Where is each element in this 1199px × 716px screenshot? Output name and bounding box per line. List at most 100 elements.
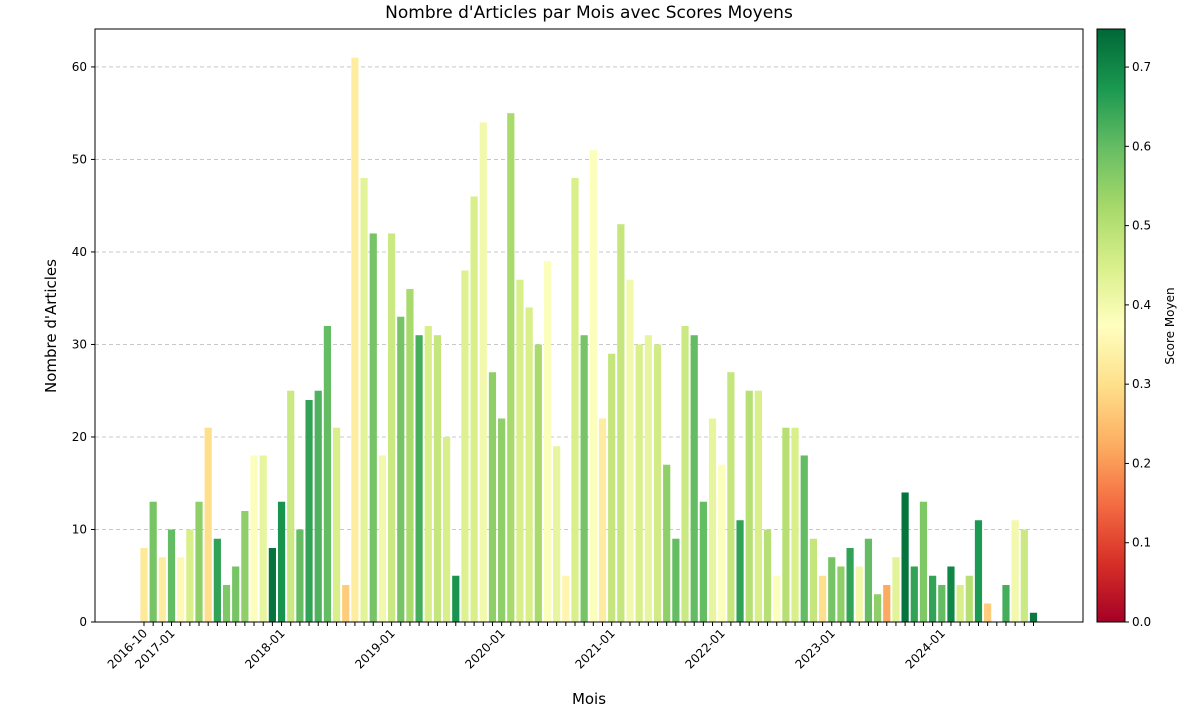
bar [919, 501, 928, 622]
bar [314, 390, 322, 622]
bar [543, 261, 552, 622]
bar [332, 427, 341, 622]
bar [250, 455, 258, 622]
bar [947, 566, 955, 622]
y-tick-label: 10 [72, 522, 87, 536]
bar [681, 325, 689, 622]
bar [690, 335, 698, 622]
colorbar-tick-label: 0.7 [1132, 60, 1151, 74]
bar [342, 584, 350, 622]
bar [305, 399, 313, 622]
x-tick-label: 2019-01 [352, 626, 397, 671]
bar [452, 575, 460, 622]
x-axis-label: Mois [572, 690, 606, 708]
bar [351, 57, 359, 622]
bar [397, 316, 405, 622]
bar [323, 325, 331, 622]
colorbar-tick-label: 0.6 [1132, 139, 1151, 153]
bar [754, 390, 762, 622]
bar [387, 233, 396, 622]
y-tick-label: 50 [72, 152, 87, 166]
bar [644, 335, 652, 622]
x-tick-label: 2018-01 [242, 626, 287, 671]
bar [727, 372, 735, 622]
bar [562, 575, 570, 622]
bar [167, 529, 176, 622]
bar [415, 335, 423, 622]
bar [516, 279, 524, 622]
bar [277, 501, 286, 622]
colorbar-tick-label: 0.5 [1132, 219, 1151, 233]
colorbar-tick-label: 0.4 [1132, 298, 1151, 312]
bar [672, 538, 680, 622]
bar [828, 557, 836, 622]
bar [186, 529, 194, 622]
bar [571, 177, 579, 622]
bar [791, 427, 799, 622]
bar [461, 270, 469, 622]
bar [443, 436, 451, 622]
bar [589, 150, 597, 623]
bar [901, 492, 909, 622]
y-tick-label: 20 [72, 430, 87, 444]
x-tick-label: 2024-01 [903, 626, 948, 671]
x-tick-label: 2020-01 [462, 626, 507, 671]
bar [268, 547, 276, 622]
y-tick-label: 40 [72, 245, 87, 259]
bar [498, 418, 506, 622]
x-tick-label: 2023-01 [793, 626, 838, 671]
bar [910, 566, 918, 622]
bar [525, 307, 533, 622]
bar [708, 418, 717, 622]
x-tick-label: 2022-01 [682, 626, 727, 671]
bar [149, 501, 157, 622]
bar [195, 501, 203, 622]
bar [433, 335, 442, 622]
bar [929, 575, 937, 622]
bar [818, 575, 827, 622]
bar [864, 538, 873, 622]
bar [883, 584, 891, 622]
bar [406, 288, 414, 622]
bar [736, 520, 744, 622]
bar [553, 446, 561, 622]
bar [259, 455, 267, 622]
colorbar-tick-label: 0.2 [1132, 456, 1151, 470]
bar [1002, 584, 1010, 622]
bar [837, 566, 845, 622]
bar [470, 196, 478, 623]
bar [782, 427, 790, 622]
colorbar [1096, 28, 1126, 623]
bar [745, 390, 753, 622]
y-tick-label: 0 [79, 615, 87, 629]
x-tick-label: 2021-01 [572, 626, 617, 671]
bar [874, 594, 882, 622]
bar [626, 279, 634, 622]
chart-title: Nombre d'Articles par Mois avec Scores M… [385, 3, 793, 23]
bar [140, 547, 148, 622]
bar [1011, 520, 1019, 622]
bar [378, 455, 387, 622]
bar [177, 557, 185, 622]
bar [965, 575, 973, 622]
bar [663, 464, 671, 622]
bar [580, 335, 588, 622]
bar [956, 584, 964, 622]
bar [699, 501, 707, 622]
bar [763, 529, 772, 622]
bar [488, 372, 497, 622]
colorbar-tick-label: 0.0 [1132, 615, 1151, 629]
bar [534, 344, 542, 622]
bar [984, 603, 992, 622]
bar [635, 344, 643, 622]
bar [287, 390, 295, 622]
y-tick-label: 30 [72, 337, 87, 351]
bar [158, 557, 166, 622]
bar [846, 547, 854, 622]
colorbar-tick-label: 0.1 [1132, 536, 1151, 550]
colorbar-tick-label: 0.3 [1132, 377, 1151, 391]
plot-frame [94, 28, 1084, 623]
bar [809, 538, 818, 622]
bar [1029, 612, 1038, 622]
